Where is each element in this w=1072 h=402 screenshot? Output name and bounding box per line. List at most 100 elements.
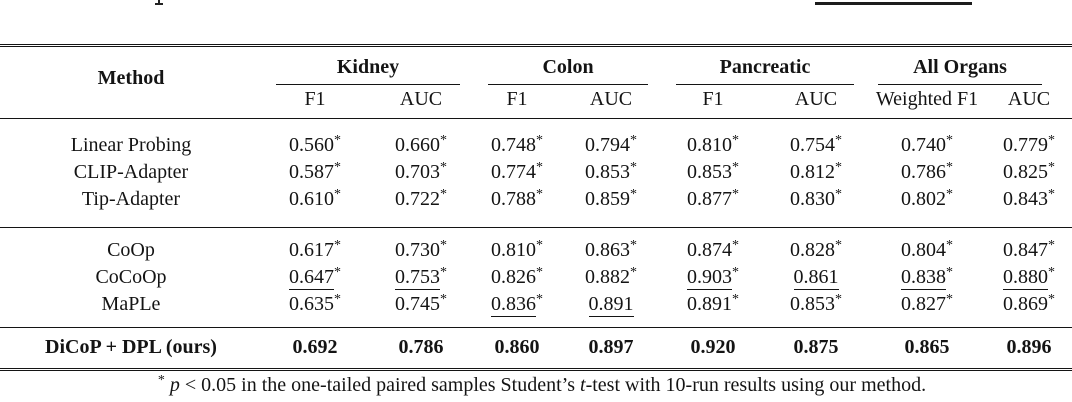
method-cell: Tip-Adapter [0, 186, 262, 228]
metric-value: 0.826 [491, 266, 536, 288]
metric-cell: 0.891 [560, 291, 662, 328]
significance-asterisk: * [440, 187, 447, 202]
significance-asterisk: * [732, 160, 739, 175]
metric-cell: 0.802* [868, 186, 987, 228]
metric-value: 0.774 [491, 161, 536, 183]
metric-value: 0.748 [491, 134, 536, 156]
significance-asterisk: * [1048, 265, 1056, 280]
metric-cell: 0.786 [368, 327, 474, 371]
metric-cell: 0.897 [560, 327, 662, 371]
method-cell: DiCoP + DPL (ours) [0, 327, 262, 371]
subcolumn-header-colon-f1: F1 [474, 85, 560, 119]
metric-cell: 0.826* [474, 264, 560, 291]
metric-value: 0.812 [790, 161, 835, 183]
significance-asterisk: * [946, 292, 954, 307]
metric-cell: 0.730* [368, 228, 474, 265]
metric-cell: 0.843* [986, 186, 1072, 228]
subcolumn-header-all-organs-weighted-f1: Weighted F1 [868, 85, 987, 119]
metric-cell: 0.828* [764, 228, 868, 265]
metric-cell: 0.875 [764, 327, 869, 371]
significance-asterisk: * [440, 160, 447, 175]
metric-value: 0.896 [1006, 336, 1052, 358]
metric-value-underlined: 0.836 [491, 293, 536, 317]
metric-cell: 0.635* [262, 291, 368, 328]
table-row-dicop-dpl-ours: DiCoP + DPL (ours) 0.692 0.786 0.860 0.897 0.… [0, 327, 1072, 371]
cropped-caption-underline-fragment [815, 2, 972, 5]
metric-cell: 0.882* [560, 264, 662, 291]
significance-asterisk: * [440, 133, 447, 148]
significance-asterisk: * [630, 160, 637, 175]
metric-cell: 0.865 [868, 327, 987, 371]
metric-value: 0.860 [494, 336, 540, 358]
metric-value: 0.810 [687, 134, 732, 156]
significance-asterisk: * [334, 187, 341, 202]
metric-cell: 0.869* [986, 291, 1072, 328]
significance-asterisk: * [536, 292, 543, 307]
significance-asterisk: * [536, 187, 543, 202]
subcolumn-header-colon-auc: AUC [560, 85, 662, 119]
significance-asterisk: * [630, 238, 637, 253]
metric-cell: 0.838* [868, 264, 986, 291]
significance-asterisk: * [334, 160, 341, 175]
significance-asterisk: * [334, 133, 341, 148]
metric-value: 0.635 [289, 293, 334, 315]
metric-cell: 0.903* [662, 264, 764, 291]
subcolumn-header-kidney-f1: F1 [262, 85, 368, 119]
metric-cell: 0.861 [764, 264, 868, 291]
cropped-caption-text-fragment [154, 0, 164, 5]
significance-asterisk: * [536, 265, 543, 280]
significance-asterisk: * [334, 265, 341, 280]
metric-cell: 0.617* [262, 228, 368, 265]
metric-cell: 0.853* [662, 159, 764, 186]
metric-value: 0.859 [585, 188, 630, 210]
metric-cell: 0.810* [474, 228, 560, 265]
metric-value-underlined: 0.903 [687, 266, 732, 290]
metric-cell: 0.853* [560, 159, 662, 186]
metric-cell: 0.660* [368, 119, 474, 160]
metric-value: 0.865 [904, 336, 950, 358]
metric-cell: 0.753* [368, 264, 474, 291]
metric-value: 0.863 [585, 239, 630, 261]
metric-value: 0.877 [687, 188, 732, 210]
metric-cell: 0.880* [986, 264, 1072, 291]
metric-cell: 0.847* [986, 228, 1072, 265]
significance-asterisk: * [946, 160, 954, 175]
metric-value: 0.660 [395, 134, 440, 156]
metric-value: 0.722 [395, 188, 440, 210]
metric-cell: 0.810* [662, 119, 764, 160]
significance-asterisk: * [334, 292, 341, 307]
metric-cell: 0.610* [262, 186, 368, 228]
method-cell: CLIP-Adapter [73, 161, 189, 183]
table-header: Method Kidney Colon Pancreatic All Organs F1 A… [0, 45, 1072, 119]
metric-value: 0.827 [901, 293, 947, 315]
metric-value: 0.869 [1003, 293, 1049, 315]
significance-asterisk: * [440, 265, 447, 280]
metric-value: 0.730 [395, 239, 440, 261]
table-body: Linear Probing 0.560* 0.660* 0.748* 0.794* 0.… [0, 119, 1072, 371]
method-cell: CoOp [107, 239, 155, 261]
metric-value-underlined: 0.838 [901, 266, 947, 290]
metric-cell: 0.754* [764, 119, 868, 160]
metric-cell: 0.825* [986, 159, 1072, 186]
metric-cell: 0.745* [368, 291, 474, 328]
significance-asterisk: * [946, 238, 954, 253]
metric-cell: 0.804* [868, 228, 986, 265]
table-row-linear-probing: Linear Probing 0.560* 0.660* 0.748* 0.794* 0.… [0, 119, 1072, 160]
metric-value: 0.810 [491, 239, 536, 261]
metric-value: 0.779 [1003, 134, 1049, 156]
metric-value: 0.786 [901, 161, 947, 183]
metric-cell: 0.812* [764, 159, 868, 186]
header-group-row: Method Kidney Colon Pancreatic All Organs [0, 45, 1072, 119]
group-header-label: All Organs [878, 56, 1043, 85]
metric-value: 0.754 [790, 134, 835, 156]
caption-fragment-base [155, 3, 163, 5]
metric-cell: 0.860 [474, 327, 560, 371]
significance-asterisk: * [536, 133, 543, 148]
metric-value: 0.897 [588, 336, 634, 358]
metric-cell: 0.692 [262, 327, 368, 371]
metric-cell: 0.853* [764, 291, 869, 328]
metric-cell: 0.587* [262, 159, 368, 186]
significance-asterisk: * [835, 187, 842, 202]
metric-value: 0.853 [585, 161, 630, 183]
group-header-pancreatic: Pancreatic [662, 46, 868, 85]
